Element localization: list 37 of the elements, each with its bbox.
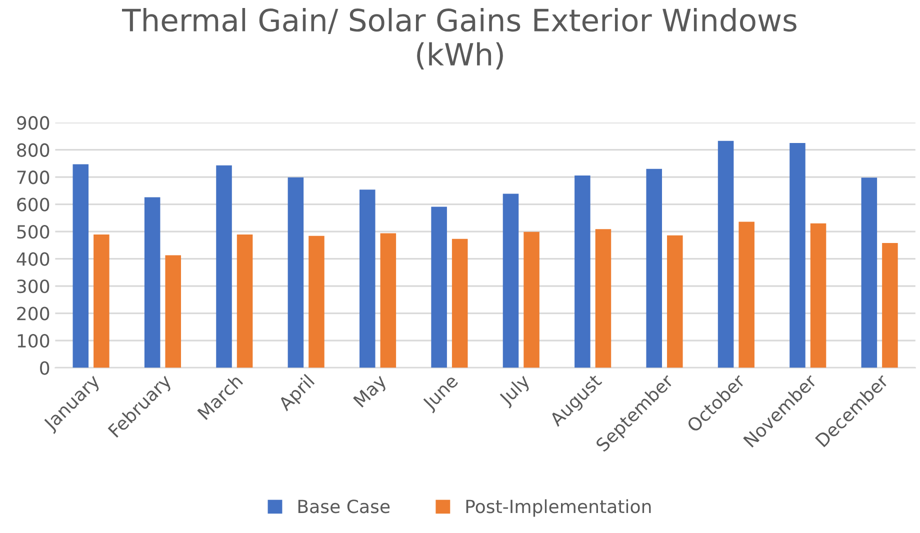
bar — [144, 197, 160, 368]
y-tick-label: 400 — [16, 252, 50, 266]
bar — [452, 238, 468, 368]
bar — [94, 234, 110, 368]
bar — [72, 164, 89, 368]
bar — [646, 168, 662, 368]
bar — [165, 255, 182, 368]
y-tick-label: 300 — [17, 280, 50, 294]
y-tick-label: 200 — [17, 306, 50, 320]
bar — [216, 165, 232, 368]
chart-title: Thermal Gain/ Solar Gains Exterior Windows (kWh) — [122, 8, 796, 70]
y-tick-label: 500 — [17, 225, 50, 239]
bar — [882, 243, 898, 368]
bar — [810, 223, 826, 368]
bar — [288, 177, 304, 368]
bar — [595, 229, 612, 368]
bar — [359, 190, 376, 368]
legend-label: Post-Implementation — [466, 499, 651, 517]
legend-label: Base Case — [298, 500, 390, 514]
bar — [574, 175, 590, 368]
bar — [861, 178, 878, 368]
bar — [236, 234, 253, 368]
bar — [524, 232, 540, 368]
y-tick-label: 100 — [18, 334, 50, 348]
bar — [431, 206, 447, 368]
bar — [380, 233, 396, 368]
y-tick-label: 700 — [17, 170, 50, 184]
y-tick-label: 800 — [17, 143, 50, 157]
y-tick-label: 900 — [17, 116, 50, 130]
bar — [738, 222, 754, 368]
bar — [718, 140, 734, 368]
bar — [790, 143, 806, 368]
bar — [667, 235, 683, 368]
y-tick-label: 600 — [17, 198, 50, 212]
bar — [502, 194, 519, 368]
y-tick-label: 0 — [40, 361, 50, 375]
bar — [308, 236, 324, 368]
